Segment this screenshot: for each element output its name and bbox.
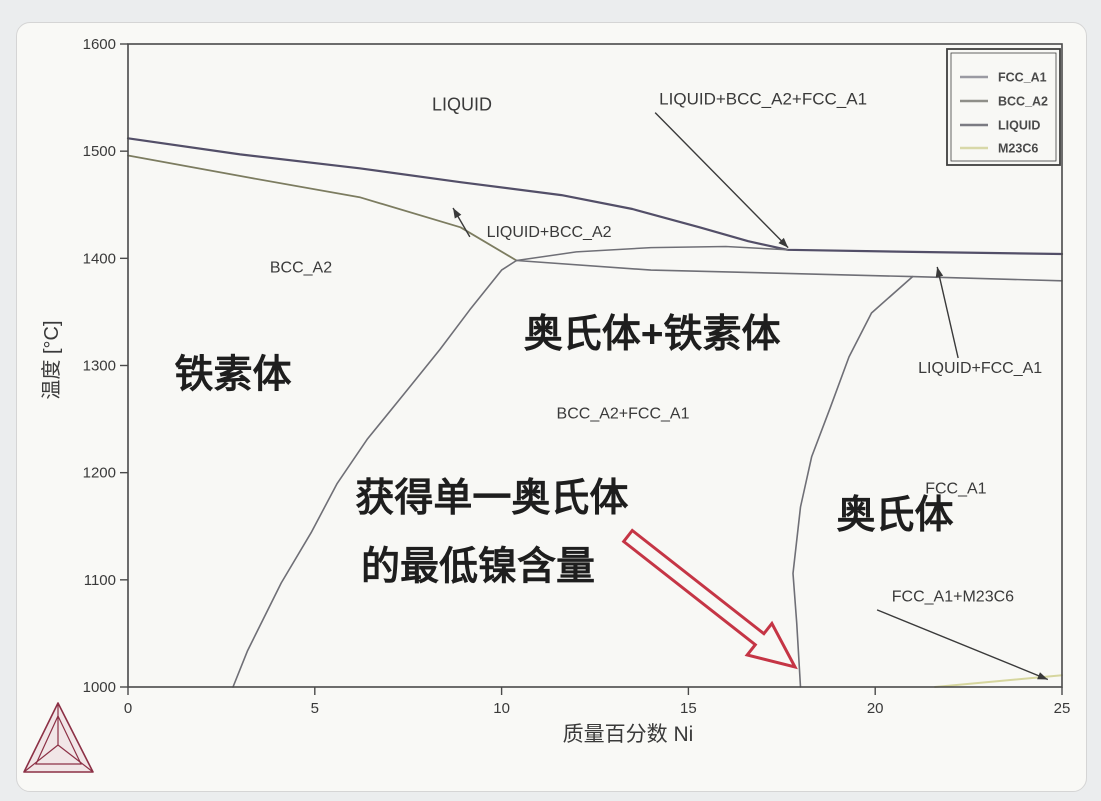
legend-item-label: LIQUID	[998, 119, 1040, 133]
y-tick-label: 1300	[83, 358, 116, 375]
label-ferrite-cn: 铁素体	[174, 354, 291, 397]
label-fcc: FCC_A1	[925, 480, 986, 497]
label-liquid: LIQUID	[432, 94, 492, 114]
y-tick-label: 1000	[83, 679, 116, 696]
legend-item-label: BCC_A2	[998, 95, 1048, 109]
y-tick-label: 1200	[83, 465, 116, 482]
leader-liquid-bcc-head	[453, 207, 462, 219]
label-liquid-bcc: LIQUID+BCC_A2	[487, 224, 612, 241]
y-tick-label: 1500	[83, 143, 116, 160]
label-annotation-line2-cn: 的最低镍含量	[361, 546, 595, 589]
min-ni-arrow	[621, 528, 798, 670]
x-axis-title: 质量百分数 Ni	[563, 723, 694, 746]
label-bcc-fcc: BCC_A2+FCC_A1	[557, 405, 690, 422]
x-tick-label: 25	[1054, 700, 1071, 717]
leader-fcc-m23c6	[876, 609, 1049, 681]
leader-three-phase-head	[778, 237, 789, 248]
legend-item-label: M23C6	[998, 142, 1038, 156]
x-tick-label: 15	[680, 700, 697, 717]
label-annotation-line1-cn: 获得单一奥氏体	[355, 477, 628, 520]
x-tick-label: 5	[311, 700, 319, 717]
boundary-ferrite-boundary	[232, 259, 518, 688]
boundary-fcc-solidus	[515, 259, 1063, 282]
label-austenite-cn: 奥氏体	[836, 494, 953, 537]
label-liquid-bcc-fcc: LIQUID+BCC_A2+FCC_A1	[659, 90, 867, 109]
thermo-calc-logo-inner	[35, 714, 82, 765]
y-axis-title: 温度 [°C]	[40, 320, 63, 399]
thermo-calc-logo-spoke	[57, 744, 94, 773]
label-bcc: BCC_A2	[270, 260, 332, 277]
boundary-liquidus	[126, 137, 1064, 256]
legend-inner-box	[950, 52, 1057, 162]
y-tick-label: 1600	[83, 36, 116, 53]
boundary-austenite-boundary	[792, 275, 914, 688]
boundary-bcc-solidus	[127, 154, 518, 262]
label-fcc-m23c6: FCC_A1+M23C6	[892, 589, 1014, 606]
y-tick-label: 1100	[84, 572, 116, 589]
legend-box	[946, 48, 1061, 166]
thermo-calc-logo-spoke	[23, 744, 59, 773]
boundary-three-phase-upper	[515, 245, 789, 262]
y-tick-label: 1400	[83, 250, 116, 267]
legend-item-label: FCC_A1	[998, 71, 1047, 85]
leader-fcc-m23c6-head	[1037, 672, 1048, 680]
x-tick-label: 20	[867, 700, 884, 717]
leader-liquid-fcc-head	[935, 266, 944, 278]
x-tick-label: 0	[124, 700, 132, 717]
leader-liquid-fcc	[936, 266, 959, 359]
x-tick-label: 10	[493, 700, 510, 717]
label-liquid-fcc: LIQUID+FCC_A1	[918, 360, 1042, 377]
label-austenite-ferrite-cn: 奥氏体+铁素体	[524, 313, 781, 356]
leader-three-phase	[654, 112, 789, 249]
